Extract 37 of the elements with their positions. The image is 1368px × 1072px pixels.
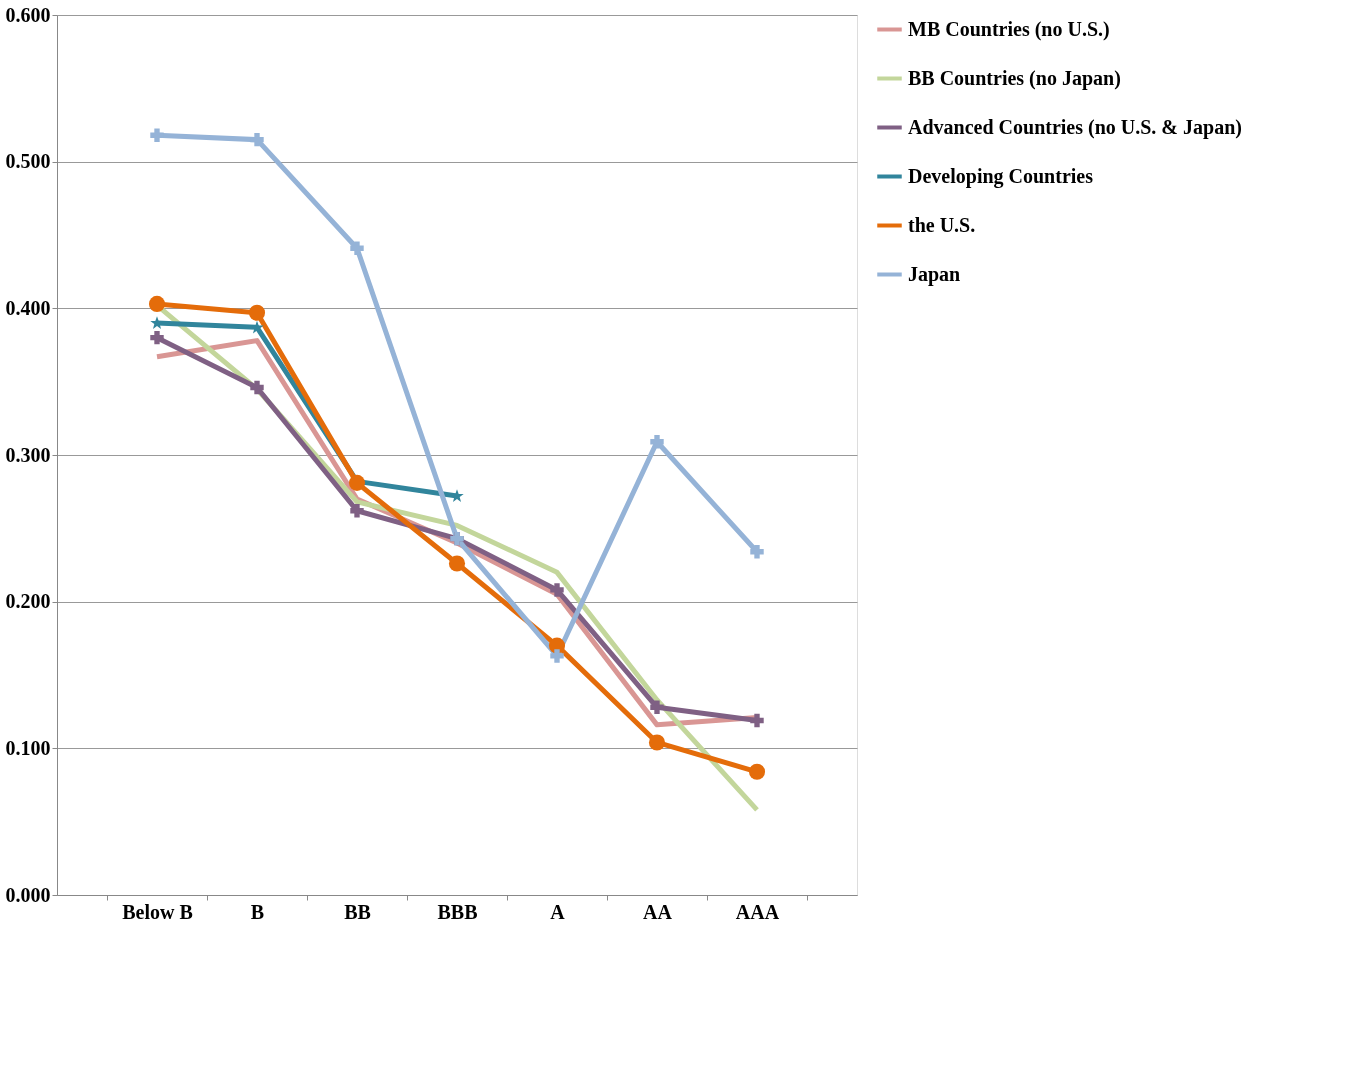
legend-label: BB Countries (no Japan) [908,66,1121,90]
point [550,649,564,663]
x-tick-label: AA [643,900,673,923]
y-tick-label: 0.400 [5,296,51,319]
legend-label: Japan [908,262,961,286]
point [148,295,166,312]
x-tick-label: BBB [437,900,478,923]
y-tick-label: 0.500 [5,150,51,173]
legend-label: the U.S. [908,213,976,236]
point [350,504,364,518]
point [250,132,264,147]
x-tick-label: Below B [122,900,193,923]
point [650,700,664,714]
x-tick-label: A [550,900,566,923]
point [150,330,164,345]
legend-label: MB Countries (no U.S.) [908,17,1110,41]
point [750,545,764,559]
y-tick-label: 0.300 [5,443,51,466]
point [248,304,266,321]
y-tick-label: 0.200 [5,590,51,613]
y-tick-label: 0.000 [5,883,51,906]
x-tick-label: AAA [735,900,780,923]
y-tick-label: 0.600 [5,3,51,26]
point [150,128,164,142]
legend-label: Developing Countries [908,164,1094,188]
point [448,555,466,572]
y-tick-label: 0.100 [5,736,51,759]
point [250,380,264,395]
legend-label: Advanced Countries (no U.S. & Japan) [908,115,1242,139]
point [550,583,564,597]
point [650,435,664,449]
x-tick-label: BB [344,900,371,923]
x-tick-label: B [250,900,265,923]
point [750,713,764,728]
point [748,763,766,780]
point [350,241,364,255]
point [648,734,666,751]
